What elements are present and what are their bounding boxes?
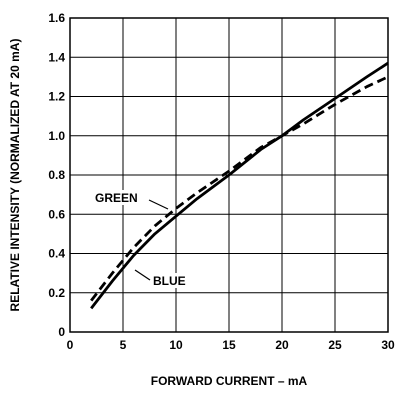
y-tick-label: 0.4 [48,247,65,261]
x-tick-label: 0 [67,338,74,352]
x-tick-label: 25 [328,338,342,352]
y-tick-label: 0.8 [48,168,65,182]
series-label-blue: BLUE [153,274,186,288]
series-label-leader [134,269,151,281]
series-label-background [151,273,189,288]
grid [69,17,389,333]
y-tick-label: 0.2 [48,286,65,300]
y-tick-label: 1.6 [48,11,65,25]
series-lines [90,61,389,310]
y-tick-label: 1.2 [48,90,65,104]
series-line-blue [90,61,389,310]
x-tick-label: 15 [222,338,236,352]
y-tick-label: 1.0 [48,129,65,143]
x-tick-label: 10 [169,338,183,352]
series-line-green [90,75,389,302]
labels: BLUE GREEN [93,190,189,288]
series-label-leader [148,199,169,210]
y-tick-label: 0 [58,325,65,339]
x-axis-title: FORWARD CURRENT – mA [151,374,308,388]
y-tick-label: 1.4 [48,50,65,64]
axes: 0 5 10 15 20 25 30 0 0.2 0.4 0.6 0.8 1.0 1.2 1.4 1.6 FOR… [8,11,395,388]
y-axis-title: RELATIVE INTENSITY (NORMALIZED AT 20 mA) [8,39,22,312]
x-tick-label: 20 [275,338,289,352]
series-label-background [93,190,140,205]
x-tick-label: 30 [381,338,395,352]
series-label-green: GREEN [95,191,138,205]
x-tick-label: 5 [120,338,127,352]
plot-frame [69,17,389,333]
y-tick-label: 0.6 [48,207,65,221]
